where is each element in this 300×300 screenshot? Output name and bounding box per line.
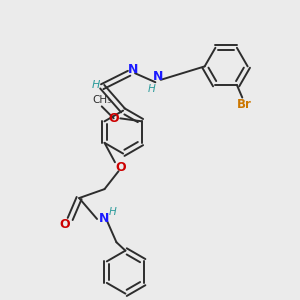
- Text: O: O: [108, 112, 119, 125]
- Text: CH₃: CH₃: [92, 95, 111, 105]
- Text: H: H: [148, 84, 156, 94]
- Text: N: N: [98, 212, 109, 226]
- Text: N: N: [128, 63, 138, 76]
- Text: H: H: [109, 206, 116, 217]
- Text: O: O: [59, 218, 70, 231]
- Text: O: O: [116, 161, 126, 174]
- Text: N: N: [153, 70, 163, 83]
- Text: H: H: [92, 80, 100, 90]
- Text: Br: Br: [237, 98, 252, 111]
